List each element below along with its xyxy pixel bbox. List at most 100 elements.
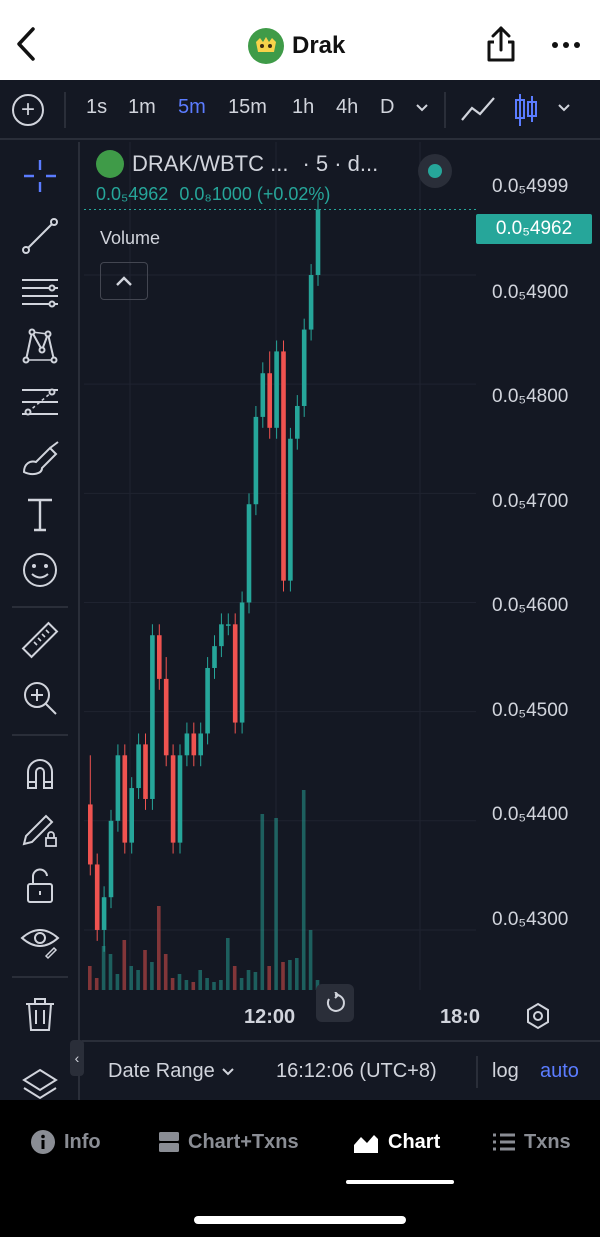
chart-legend: DRAK/WBTC ... · 5 · d... 0.0₅4962 0.0₈10… (96, 150, 378, 205)
chart-settings-button[interactable] (522, 1000, 554, 1032)
candle-body (136, 744, 141, 789)
candle-body (198, 733, 203, 756)
legend-symbol[interactable]: DRAK/WBTC ... (132, 151, 289, 176)
share-button[interactable] (484, 24, 518, 64)
interval-15m[interactable]: 15m (228, 96, 267, 118)
horizontal-lines-tool[interactable] (18, 270, 62, 314)
zoom-in-tool[interactable] (18, 676, 62, 720)
top-nav: Drak (0, 0, 600, 80)
token-logo-icon (96, 150, 124, 178)
interval-4h[interactable]: 4h (336, 96, 359, 118)
candle-body (226, 624, 231, 626)
volume-bar (281, 962, 285, 990)
price-chart[interactable] (0, 80, 600, 1040)
lock-all-tool[interactable] (18, 864, 62, 908)
magnet-tool[interactable] (18, 752, 62, 796)
reset-chart-button[interactable] (316, 984, 354, 1022)
candle-chart-icon[interactable] (512, 92, 540, 128)
interval-1s[interactable]: 1s (86, 96, 108, 118)
candle-body (88, 804, 93, 865)
volume-bar (246, 970, 251, 990)
tab-info[interactable]: Info (30, 1128, 101, 1156)
collapse-legend-button[interactable] (100, 262, 148, 300)
fib-retracement-tool[interactable] (18, 380, 62, 424)
candle-body (115, 755, 121, 821)
lock-drawing-tool[interactable] (18, 808, 62, 852)
candle-body (170, 755, 176, 843)
candle-body (184, 733, 190, 756)
object-tree-tool[interactable] (18, 1062, 62, 1106)
horizontal-lines-icon (22, 279, 58, 308)
interval-1m[interactable]: 1m (128, 96, 156, 118)
pattern-tool[interactable] (18, 324, 62, 368)
price-axis-label: 0.0₅4300 (492, 909, 569, 930)
candle-body (253, 416, 259, 505)
interval-1d[interactable]: D (380, 96, 395, 118)
chart-bottom-bar: Date Range 16:12:06 (UTC+8) log auto (82, 1040, 600, 1100)
volume-bar (157, 906, 161, 990)
tab-chart[interactable]: Chart (352, 1128, 440, 1156)
brush-icon (22, 441, 59, 476)
collapse-toolbar-button[interactable]: ‹ (70, 1040, 84, 1076)
layers-icon (22, 1068, 58, 1100)
volume-bar (177, 974, 182, 990)
price-axis-label: 0.0₅4600 (492, 595, 569, 616)
price-axis-label: 0.0₅4700 (492, 491, 569, 512)
date-range-button[interactable]: Date Range (108, 1060, 235, 1083)
emoji-tool[interactable] (18, 548, 62, 592)
legend-price: 0.0₅4962 (96, 184, 169, 204)
volume-bar (101, 946, 106, 990)
toolbar-divider (12, 606, 68, 608)
trash-icon (26, 998, 54, 1031)
toolbar-divider (444, 92, 446, 128)
candle-body (108, 820, 114, 898)
auto-scale-toggle[interactable]: auto (540, 1060, 579, 1082)
candle-body (315, 209, 321, 275)
volume-bar (191, 982, 196, 990)
candle-body (281, 351, 286, 581)
tab-chart-txns[interactable]: Chart+Txns (158, 1128, 299, 1156)
volume-bar (122, 940, 127, 990)
add-indicator-button[interactable]: + (12, 94, 44, 126)
volume-bar (260, 814, 265, 990)
measure-tool[interactable] (18, 618, 62, 662)
chevron-down-icon[interactable] (414, 100, 430, 116)
more-options-button[interactable] (548, 30, 584, 60)
chevron-left-icon (17, 27, 35, 61)
candle-body (308, 274, 314, 330)
chevron-down-icon (222, 1067, 234, 1075)
hide-drawings-tool[interactable] (18, 918, 62, 962)
candle-body (157, 635, 162, 679)
candle-body (122, 755, 128, 843)
rotate-icon (326, 992, 345, 1012)
chevron-down-icon[interactable] (556, 100, 572, 116)
interval-5m[interactable]: 5m (178, 96, 206, 118)
volume-bar (150, 962, 154, 990)
volume-bar (94, 978, 99, 990)
volume-bar (184, 980, 189, 990)
magnet-icon (27, 759, 53, 789)
line-chart-icon[interactable] (460, 94, 496, 126)
back-button[interactable] (8, 20, 44, 68)
crosshair-tool[interactable] (18, 154, 62, 198)
unlock-icon (27, 868, 53, 903)
smiley-icon (23, 553, 57, 587)
brush-tool[interactable] (18, 436, 62, 480)
text-tool[interactable] (18, 492, 62, 536)
price-axis-label: 0.0₅4900 (492, 282, 569, 303)
market-status-indicator[interactable] (418, 154, 452, 188)
token-brand: Drak (248, 26, 345, 66)
interval-1h[interactable]: 1h (292, 96, 315, 118)
chart-panel: + 1s 1m 5m 15m 1h 4h D (0, 80, 600, 1100)
timezone-clock[interactable]: 16:12:06 (UTC+8) (276, 1060, 437, 1082)
log-scale-toggle[interactable]: log (492, 1060, 519, 1082)
candle-body (150, 635, 155, 799)
delete-drawings-tool[interactable] (18, 992, 62, 1036)
fib-retracement-icon (22, 388, 58, 416)
tab-txns[interactable]: Txns (492, 1128, 571, 1156)
volume-bar (170, 978, 175, 990)
trend-line-tool[interactable] (18, 214, 62, 258)
home-indicator (194, 1216, 406, 1224)
ruler-icon (21, 621, 59, 659)
list-icon (493, 1133, 515, 1151)
